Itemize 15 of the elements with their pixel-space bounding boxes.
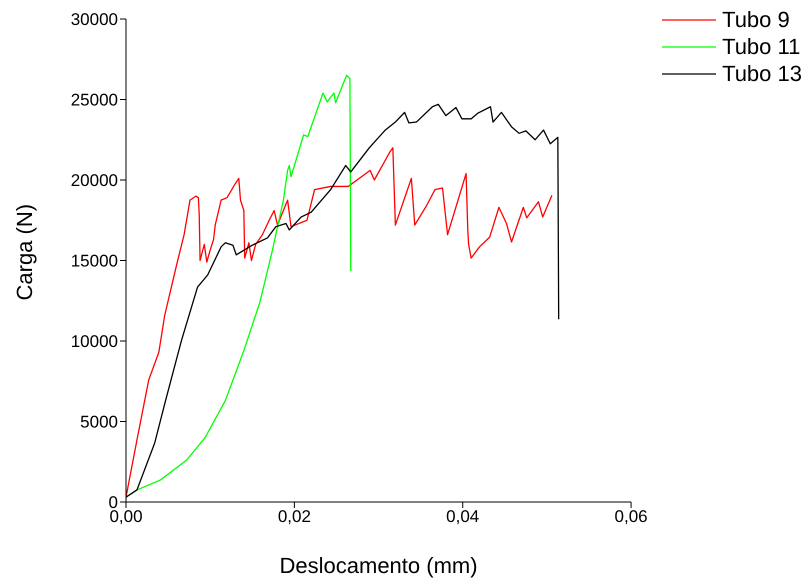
y-tick-label: 20000	[70, 171, 118, 190]
x-tick-label: 0,00	[109, 507, 143, 526]
y-tick-label: 10000	[70, 332, 118, 352]
legend-label: Tubo 9	[722, 6, 790, 32]
y-tick-label: 5000	[80, 412, 118, 432]
y-tick-label: 25000	[70, 90, 118, 110]
x-tick-label: 0,04	[446, 507, 480, 526]
legend-label: Tubo 11	[722, 34, 800, 60]
x-axis-title: Deslocamento (mm)	[280, 553, 478, 578]
y-tick-label: 30000	[70, 10, 118, 30]
x-tick-label: 0,06	[614, 507, 648, 526]
y-axis-title: Carga (N)	[12, 204, 37, 300]
x-tick-label: 0,02	[278, 507, 311, 526]
y-tick-label: 15000	[70, 252, 118, 271]
legend-label: Tubo 13	[722, 60, 802, 86]
